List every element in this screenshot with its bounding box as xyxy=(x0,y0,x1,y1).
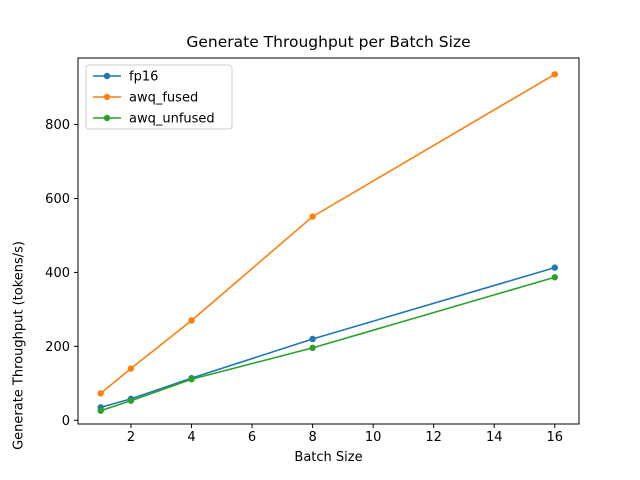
x-axis-tick-label: 16 xyxy=(547,430,564,445)
x-axis-tick-label: 6 xyxy=(248,430,256,445)
y-axis-tick-label: 800 xyxy=(45,118,70,133)
data-point-awq_fused xyxy=(551,71,558,78)
data-point-awq_unfused xyxy=(309,344,316,352)
y-axis-label-text: Generate Throughput (tokens/s) xyxy=(11,240,26,450)
x-axis-tick-label: 8 xyxy=(308,430,316,445)
legend-label: awq_fused xyxy=(129,91,198,106)
data-point-fp16 xyxy=(309,335,316,343)
legend-marker xyxy=(103,72,111,80)
x-axis-tick-label: 2 xyxy=(127,430,135,445)
y-axis-tick-label: 600 xyxy=(45,192,70,207)
y-axis-tick-label: 0 xyxy=(62,414,70,429)
y-axis-tick-label: 400 xyxy=(45,266,70,281)
data-point-awq_unfused xyxy=(97,407,104,414)
x-axis-tick-label: 12 xyxy=(425,430,442,445)
legend-marker xyxy=(103,93,111,101)
legend-box xyxy=(85,64,233,130)
y-axis-tick-label: 200 xyxy=(45,340,70,355)
data-point-awq_fused xyxy=(309,213,316,220)
data-point-awq_unfused xyxy=(127,397,135,404)
chart-title: Generate Throughput per Batch Size xyxy=(186,33,471,51)
axes-spines xyxy=(77,57,580,425)
series-line-awq_unfused xyxy=(100,276,556,412)
data-point-awq_fused xyxy=(97,390,104,397)
x-axis-tick-label: 10 xyxy=(365,430,382,445)
legend-marker xyxy=(103,114,111,122)
x-axis-tick-label: 4 xyxy=(187,430,195,445)
data-point-awq_unfused xyxy=(188,376,195,383)
data-point-fp16 xyxy=(551,264,558,271)
data-point-awq_fused xyxy=(188,317,195,324)
x-axis-label: Batch Size xyxy=(294,450,363,465)
data-point-awq_unfused xyxy=(551,274,558,281)
data-point-awq_fused xyxy=(127,365,135,372)
legend-label: fp16 xyxy=(129,70,158,85)
legend-label: awq_unfused xyxy=(129,112,215,127)
x-axis-tick-label: 14 xyxy=(486,430,503,445)
